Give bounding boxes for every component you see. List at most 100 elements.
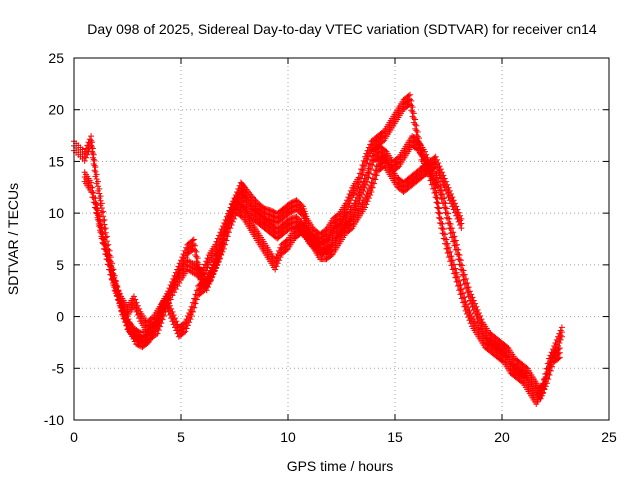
data-point: [287, 200, 294, 207]
data-point: [292, 197, 299, 204]
data-point: [173, 318, 180, 325]
data-point: [523, 364, 530, 371]
data-point: [194, 255, 201, 262]
data-point: [369, 175, 376, 182]
y-tick-label: -5: [52, 360, 65, 376]
data-point: [442, 178, 449, 185]
data-point: [366, 161, 373, 168]
data-point: [96, 213, 103, 220]
data-point: [133, 299, 140, 306]
data-point: [461, 271, 468, 278]
series-track-3: [92, 153, 465, 340]
data-point: [447, 248, 454, 255]
data-point: [474, 306, 481, 313]
data-point: [223, 228, 230, 235]
data-point: [467, 310, 474, 317]
data-point: [468, 291, 475, 298]
data-point: [91, 157, 98, 164]
data-point: [439, 221, 446, 228]
data-point: [103, 233, 110, 240]
data-point: [302, 225, 309, 232]
data-point: [455, 246, 462, 253]
data-point: [448, 191, 455, 198]
data-point: [88, 139, 95, 146]
data-point: [446, 215, 453, 222]
data-point: [135, 332, 142, 339]
data-point: [452, 265, 459, 272]
data-point: [267, 207, 274, 214]
data-point: [454, 241, 461, 248]
data-point: [364, 169, 371, 176]
data-point: [90, 189, 97, 196]
data-point: [446, 187, 453, 194]
data-point: [92, 164, 99, 171]
x-tick-label: 0: [70, 429, 78, 445]
data-point: [470, 297, 477, 304]
data-point: [456, 252, 463, 259]
data-point: [448, 253, 455, 260]
y-tick-label: 20: [48, 102, 64, 118]
data-point: [222, 232, 229, 239]
data-point: [170, 312, 177, 319]
data-point: [190, 236, 197, 243]
data-point: [222, 221, 229, 228]
data-point: [445, 210, 452, 217]
data-point: [168, 305, 175, 312]
data-point: [269, 208, 276, 215]
data-point: [421, 148, 428, 155]
data-point: [435, 159, 442, 166]
data-point: [405, 92, 412, 99]
data-point: [238, 204, 245, 211]
data-point: [106, 247, 113, 254]
data-point: [406, 91, 413, 98]
data-point: [134, 302, 141, 309]
data-point: [433, 156, 440, 163]
data-point: [432, 153, 439, 160]
data-point: [249, 194, 256, 201]
data-point: [452, 237, 459, 244]
data-point: [289, 199, 296, 206]
data-point: [102, 241, 109, 248]
y-tick-label: 25: [48, 50, 64, 66]
data-point: [449, 194, 456, 201]
data-point: [458, 215, 465, 222]
data-point: [443, 236, 450, 243]
y-tick-label: 5: [56, 257, 64, 273]
data-point: [355, 174, 362, 181]
y-tick-label: 10: [48, 205, 64, 221]
data-point: [558, 324, 565, 331]
data-point: [116, 290, 123, 297]
data-point: [460, 267, 467, 274]
data-point: [191, 295, 198, 302]
data-point: [413, 122, 420, 129]
data-point: [296, 216, 303, 223]
data-point: [110, 272, 117, 279]
data-point: [380, 154, 387, 161]
data-point: [111, 277, 118, 284]
chart-title: Day 098 of 2025, Sidereal Day-to-day VTE…: [87, 21, 597, 37]
data-point: [89, 184, 96, 191]
data-point: [285, 216, 292, 223]
data-point: [101, 216, 108, 223]
data-point: [97, 219, 104, 226]
data-point: [451, 261, 458, 268]
data-point: [444, 240, 451, 247]
data-point: [436, 205, 443, 212]
data-point: [451, 233, 458, 240]
data-point: [358, 166, 365, 173]
data-point: [543, 370, 550, 377]
data-point: [466, 307, 473, 314]
data-point: [293, 213, 300, 220]
data-point: [442, 231, 449, 238]
data-point: [442, 200, 449, 207]
data-point: [439, 169, 446, 176]
data-point: [133, 331, 140, 338]
data-point: [545, 366, 552, 373]
data-point: [423, 151, 430, 158]
data-point: [294, 215, 301, 222]
y-tick-label: 15: [48, 153, 64, 169]
data-point: [270, 208, 277, 215]
data-point: [460, 290, 467, 297]
x-tick-label: 25: [601, 429, 617, 445]
